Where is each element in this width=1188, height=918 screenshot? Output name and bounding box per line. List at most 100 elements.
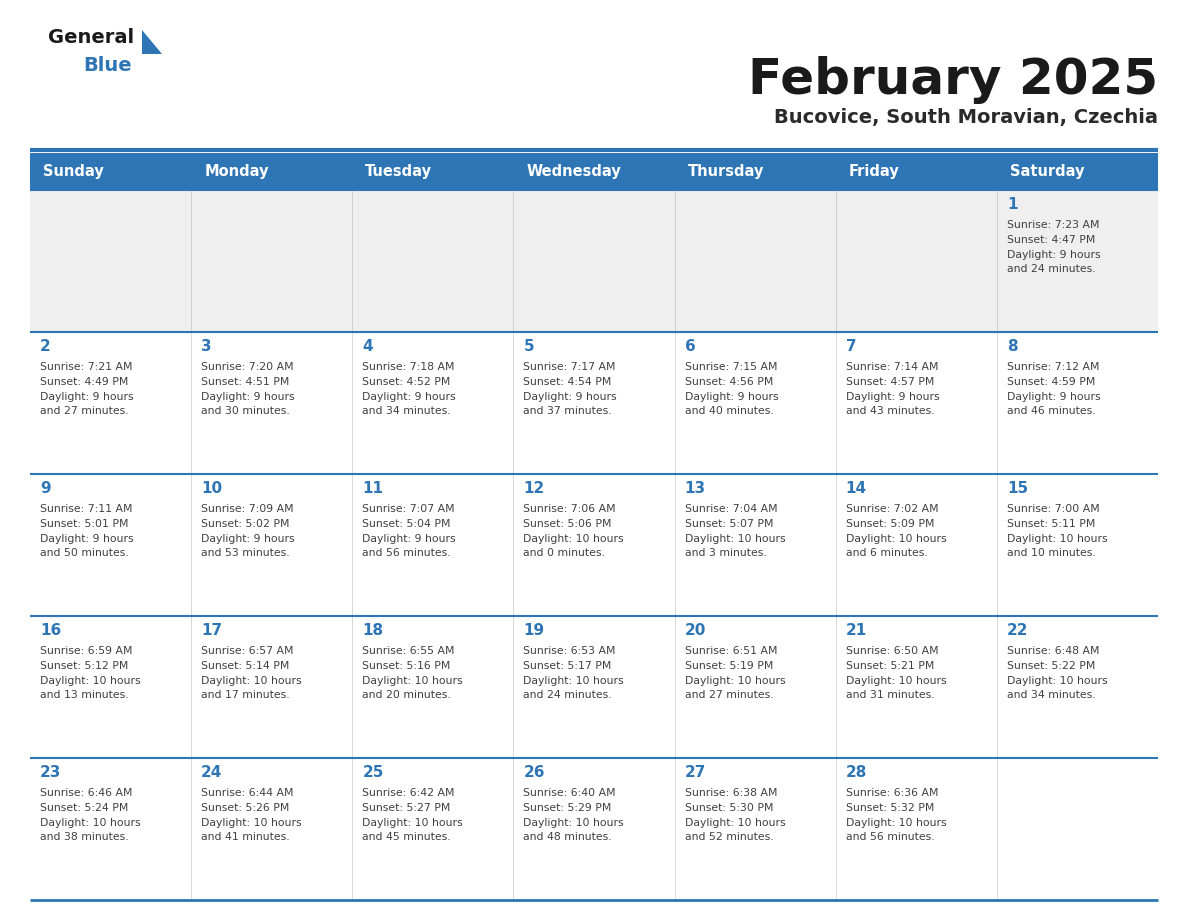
Text: Sunrise: 7:00 AM
Sunset: 5:11 PM
Daylight: 10 hours
and 10 minutes.: Sunrise: 7:00 AM Sunset: 5:11 PM Dayligh… — [1007, 504, 1107, 558]
Bar — [835, 758, 997, 900]
Text: Sunrise: 6:44 AM
Sunset: 5:26 PM
Daylight: 10 hours
and 41 minutes.: Sunrise: 6:44 AM Sunset: 5:26 PM Dayligh… — [201, 788, 302, 843]
Text: Sunrise: 6:57 AM
Sunset: 5:14 PM
Daylight: 10 hours
and 17 minutes.: Sunrise: 6:57 AM Sunset: 5:14 PM Dayligh… — [201, 646, 302, 700]
Text: February 2025: February 2025 — [748, 56, 1158, 104]
Text: Sunrise: 7:15 AM
Sunset: 4:56 PM
Daylight: 9 hours
and 40 minutes.: Sunrise: 7:15 AM Sunset: 4:56 PM Dayligh… — [684, 362, 778, 417]
Text: 22: 22 — [1007, 623, 1029, 638]
Text: Sunrise: 6:38 AM
Sunset: 5:30 PM
Daylight: 10 hours
and 52 minutes.: Sunrise: 6:38 AM Sunset: 5:30 PM Dayligh… — [684, 788, 785, 843]
Text: Sunrise: 7:17 AM
Sunset: 4:54 PM
Daylight: 9 hours
and 37 minutes.: Sunrise: 7:17 AM Sunset: 4:54 PM Dayligh… — [524, 362, 617, 417]
Text: Wednesday: Wednesday — [526, 164, 621, 179]
Text: 3: 3 — [201, 339, 211, 354]
Text: Monday: Monday — [204, 164, 268, 179]
Text: 26: 26 — [524, 765, 545, 780]
Bar — [997, 474, 1158, 616]
Text: 27: 27 — [684, 765, 706, 780]
Bar — [997, 616, 1158, 758]
Text: Sunrise: 7:06 AM
Sunset: 5:06 PM
Daylight: 10 hours
and 0 minutes.: Sunrise: 7:06 AM Sunset: 5:06 PM Dayligh… — [524, 504, 624, 558]
Bar — [675, 616, 835, 758]
Text: 9: 9 — [40, 481, 51, 496]
Text: Bucovice, South Moravian, Czechia: Bucovice, South Moravian, Czechia — [775, 108, 1158, 127]
Text: Sunrise: 7:12 AM
Sunset: 4:59 PM
Daylight: 9 hours
and 46 minutes.: Sunrise: 7:12 AM Sunset: 4:59 PM Dayligh… — [1007, 362, 1100, 417]
Text: 11: 11 — [362, 481, 384, 496]
Text: Sunday: Sunday — [43, 164, 103, 179]
Text: 16: 16 — [40, 623, 62, 638]
Bar — [191, 332, 353, 474]
Text: 25: 25 — [362, 765, 384, 780]
Polygon shape — [143, 30, 162, 54]
Text: Sunrise: 7:04 AM
Sunset: 5:07 PM
Daylight: 10 hours
and 3 minutes.: Sunrise: 7:04 AM Sunset: 5:07 PM Dayligh… — [684, 504, 785, 558]
Text: Sunrise: 7:02 AM
Sunset: 5:09 PM
Daylight: 10 hours
and 6 minutes.: Sunrise: 7:02 AM Sunset: 5:09 PM Dayligh… — [846, 504, 947, 558]
Text: 17: 17 — [201, 623, 222, 638]
Text: Sunrise: 7:14 AM
Sunset: 4:57 PM
Daylight: 9 hours
and 43 minutes.: Sunrise: 7:14 AM Sunset: 4:57 PM Dayligh… — [846, 362, 940, 417]
Bar — [513, 190, 675, 332]
Text: 28: 28 — [846, 765, 867, 780]
Text: Blue: Blue — [83, 56, 132, 75]
Bar — [835, 190, 997, 332]
Bar — [30, 616, 191, 758]
Bar — [997, 190, 1158, 332]
Text: General: General — [48, 28, 134, 47]
Text: 23: 23 — [40, 765, 62, 780]
Bar — [835, 332, 997, 474]
Bar — [513, 474, 675, 616]
Text: 4: 4 — [362, 339, 373, 354]
Bar — [997, 332, 1158, 474]
Text: Sunrise: 7:09 AM
Sunset: 5:02 PM
Daylight: 9 hours
and 53 minutes.: Sunrise: 7:09 AM Sunset: 5:02 PM Dayligh… — [201, 504, 295, 558]
Text: 2: 2 — [40, 339, 51, 354]
Text: 6: 6 — [684, 339, 695, 354]
Text: Sunrise: 7:18 AM
Sunset: 4:52 PM
Daylight: 9 hours
and 34 minutes.: Sunrise: 7:18 AM Sunset: 4:52 PM Dayligh… — [362, 362, 456, 417]
Text: Thursday: Thursday — [688, 164, 764, 179]
Bar — [835, 474, 997, 616]
Text: 7: 7 — [846, 339, 857, 354]
Text: 21: 21 — [846, 623, 867, 638]
Text: Tuesday: Tuesday — [365, 164, 432, 179]
Text: 12: 12 — [524, 481, 544, 496]
Text: Sunrise: 6:48 AM
Sunset: 5:22 PM
Daylight: 10 hours
and 34 minutes.: Sunrise: 6:48 AM Sunset: 5:22 PM Dayligh… — [1007, 646, 1107, 700]
Text: Sunrise: 7:23 AM
Sunset: 4:47 PM
Daylight: 9 hours
and 24 minutes.: Sunrise: 7:23 AM Sunset: 4:47 PM Dayligh… — [1007, 220, 1100, 274]
Text: Sunrise: 6:42 AM
Sunset: 5:27 PM
Daylight: 10 hours
and 45 minutes.: Sunrise: 6:42 AM Sunset: 5:27 PM Dayligh… — [362, 788, 463, 843]
Text: Sunrise: 6:51 AM
Sunset: 5:19 PM
Daylight: 10 hours
and 27 minutes.: Sunrise: 6:51 AM Sunset: 5:19 PM Dayligh… — [684, 646, 785, 700]
Text: Sunrise: 6:36 AM
Sunset: 5:32 PM
Daylight: 10 hours
and 56 minutes.: Sunrise: 6:36 AM Sunset: 5:32 PM Dayligh… — [846, 788, 947, 843]
Text: Sunrise: 6:53 AM
Sunset: 5:17 PM
Daylight: 10 hours
and 24 minutes.: Sunrise: 6:53 AM Sunset: 5:17 PM Dayligh… — [524, 646, 624, 700]
Text: Friday: Friday — [848, 164, 899, 179]
Bar — [835, 616, 997, 758]
Text: Sunrise: 7:07 AM
Sunset: 5:04 PM
Daylight: 9 hours
and 56 minutes.: Sunrise: 7:07 AM Sunset: 5:04 PM Dayligh… — [362, 504, 456, 558]
Text: 20: 20 — [684, 623, 706, 638]
Bar — [30, 153, 1158, 190]
Text: 24: 24 — [201, 765, 222, 780]
Text: Saturday: Saturday — [1010, 164, 1085, 179]
Bar — [191, 190, 353, 332]
Bar — [353, 616, 513, 758]
Text: Sunrise: 7:11 AM
Sunset: 5:01 PM
Daylight: 9 hours
and 50 minutes.: Sunrise: 7:11 AM Sunset: 5:01 PM Dayligh… — [40, 504, 133, 558]
Bar — [353, 758, 513, 900]
Text: 14: 14 — [846, 481, 867, 496]
Bar — [675, 332, 835, 474]
Text: 1: 1 — [1007, 197, 1017, 212]
Text: 8: 8 — [1007, 339, 1017, 354]
Text: 13: 13 — [684, 481, 706, 496]
Text: 10: 10 — [201, 481, 222, 496]
Bar — [513, 758, 675, 900]
Bar — [513, 332, 675, 474]
Text: 19: 19 — [524, 623, 544, 638]
Bar — [353, 474, 513, 616]
Bar — [191, 474, 353, 616]
Text: Sunrise: 6:46 AM
Sunset: 5:24 PM
Daylight: 10 hours
and 38 minutes.: Sunrise: 6:46 AM Sunset: 5:24 PM Dayligh… — [40, 788, 140, 843]
Bar — [997, 758, 1158, 900]
Bar — [353, 332, 513, 474]
Text: Sunrise: 6:50 AM
Sunset: 5:21 PM
Daylight: 10 hours
and 31 minutes.: Sunrise: 6:50 AM Sunset: 5:21 PM Dayligh… — [846, 646, 947, 700]
Bar — [675, 758, 835, 900]
Bar — [30, 474, 191, 616]
Text: 15: 15 — [1007, 481, 1028, 496]
Bar — [191, 616, 353, 758]
Text: Sunrise: 6:40 AM
Sunset: 5:29 PM
Daylight: 10 hours
and 48 minutes.: Sunrise: 6:40 AM Sunset: 5:29 PM Dayligh… — [524, 788, 624, 843]
Bar — [191, 758, 353, 900]
Bar — [30, 190, 191, 332]
Bar — [675, 474, 835, 616]
Bar — [513, 616, 675, 758]
Text: 18: 18 — [362, 623, 384, 638]
Bar — [353, 190, 513, 332]
Bar — [30, 758, 191, 900]
Text: Sunrise: 6:55 AM
Sunset: 5:16 PM
Daylight: 10 hours
and 20 minutes.: Sunrise: 6:55 AM Sunset: 5:16 PM Dayligh… — [362, 646, 463, 700]
Text: Sunrise: 7:20 AM
Sunset: 4:51 PM
Daylight: 9 hours
and 30 minutes.: Sunrise: 7:20 AM Sunset: 4:51 PM Dayligh… — [201, 362, 295, 417]
Bar — [30, 332, 191, 474]
